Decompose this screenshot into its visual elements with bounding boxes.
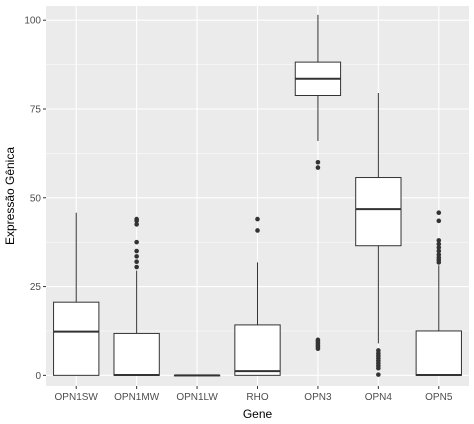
outlier-point [436, 252, 442, 257]
iqr-box [234, 324, 281, 376]
x-tick-label: OPN1SW [55, 392, 99, 403]
iqr-box [113, 332, 160, 376]
x-tick-label: OPN1MW [114, 392, 160, 403]
outlier-point [376, 348, 381, 353]
outlier-point [315, 165, 321, 170]
iqr-box [415, 330, 462, 376]
outlier-point [436, 210, 442, 215]
y-tick-label: 0 [35, 371, 41, 382]
outlier-point [315, 159, 321, 165]
outlier-point [436, 248, 442, 254]
y-tick-label: 75 [30, 104, 42, 115]
box-opn5 [415, 210, 462, 376]
x-axis-title: Gene [243, 407, 273, 421]
outlier-point [436, 238, 442, 243]
outlier-point [315, 337, 321, 343]
iqr-box [355, 177, 402, 247]
outlier-point [134, 254, 139, 259]
y-axis-title: Expressão Gênica [3, 147, 17, 245]
box-opn3 [294, 14, 342, 352]
y-tick-label: 25 [30, 282, 42, 293]
outlier-point [134, 259, 139, 265]
box-opn1sw [53, 212, 100, 376]
outlier-point [376, 372, 381, 377]
outlier-point [134, 239, 139, 245]
box-opn1lw [173, 374, 221, 377]
outlier-point [134, 264, 139, 270]
box-rho [234, 216, 281, 376]
x-tick-label: OPN1LW [176, 392, 218, 403]
outlier-point [255, 216, 260, 222]
outlier-point [134, 222, 139, 227]
outlier-point [255, 228, 260, 233]
outlier-point [436, 218, 442, 224]
x-tick-label: OPN4 [365, 392, 393, 403]
boxes [53, 14, 462, 377]
box-opn1mw [113, 216, 160, 376]
iqr-box [53, 301, 100, 376]
box-opn4 [355, 93, 402, 377]
outlier-point [436, 241, 442, 247]
x-tick-label: OPN3 [304, 392, 332, 403]
x-tick-label: OPN5 [425, 392, 453, 403]
x-axis-ticks: OPN1SW OPN1MW OPN1LW RHO OPN3 OPN4 OPN5 [55, 386, 453, 403]
y-tick-label: 100 [24, 16, 41, 27]
y-tick-label: 50 [30, 193, 42, 204]
outlier-point [436, 245, 442, 250]
outlier-point [134, 248, 139, 254]
outlier-point [134, 216, 139, 222]
y-axis-ticks: 0 25 50 75 100 [24, 16, 46, 382]
x-tick-label: RHO [246, 392, 268, 403]
